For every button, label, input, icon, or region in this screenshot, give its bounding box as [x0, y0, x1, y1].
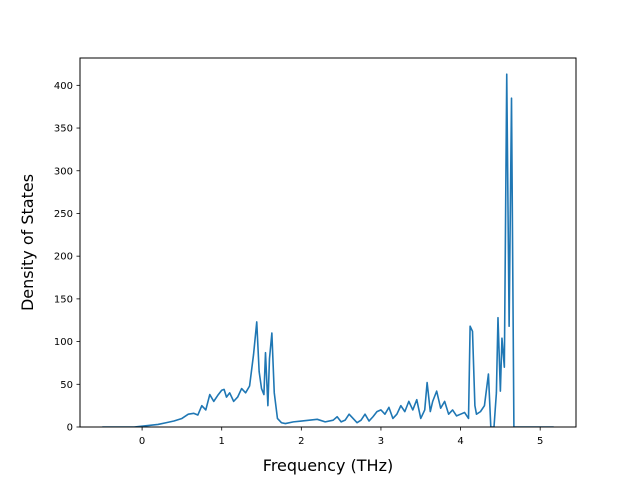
y-tick-label: 400 [54, 81, 73, 92]
x-tick-label: 2 [298, 436, 304, 447]
x-tick-label: 4 [457, 436, 463, 447]
x-tick-label: 0 [139, 436, 145, 447]
y-tick-label: 250 [54, 209, 73, 220]
y-tick-label: 0 [67, 423, 73, 434]
y-axis: 0 50 100 150 200 250 300 350 400 [54, 81, 80, 434]
x-tick-label: 1 [219, 436, 225, 447]
y-tick-label: 300 [54, 166, 73, 177]
y-tick-label: 350 [54, 124, 73, 135]
series-line-0 [102, 73, 554, 427]
y-tick-label: 50 [60, 380, 73, 391]
plot-frame [79, 57, 577, 428]
x-tick-label: 5 [537, 436, 543, 447]
y-axis-label: Density of States [18, 174, 37, 311]
y-tick-label: 150 [54, 294, 73, 305]
y-tick-label: 100 [54, 337, 73, 348]
x-tick-label: 3 [378, 436, 384, 447]
x-axis-label: Frequency (THz) [263, 456, 393, 475]
y-tick-label: 200 [54, 252, 73, 263]
x-axis: 0 1 2 3 4 5 [139, 427, 543, 447]
